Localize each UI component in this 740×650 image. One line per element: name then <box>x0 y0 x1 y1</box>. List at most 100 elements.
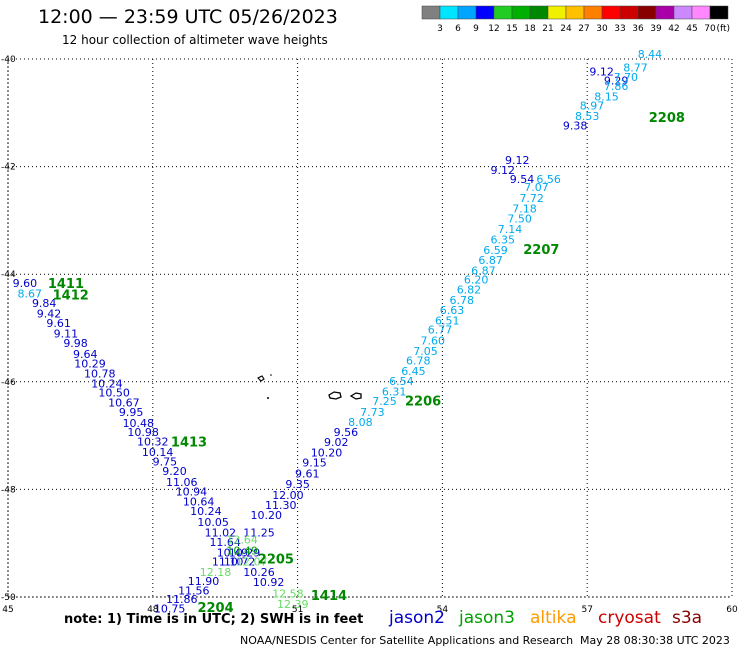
color-scale-legend: 3 6 9 12 15 18 21 24 27 30 33 36 39 42 45 70 (ft) <box>421 5 730 34</box>
wave-height-value: 9.29 <box>604 75 629 88</box>
wave-height-value: 10.49 <box>217 546 249 559</box>
colorbar-swatch <box>619 5 639 20</box>
colorbar-label: 6 <box>455 24 461 34</box>
legend-jason2: jason2 <box>389 608 445 628</box>
wave-height-value: 10.24 <box>190 505 222 518</box>
wave-height-value: 11.25 <box>243 527 275 540</box>
wave-height-value: 9.02 <box>324 436 349 449</box>
colorbar-label: 30 <box>596 24 608 34</box>
lon-tick-label: 45 <box>2 605 13 615</box>
wave-height-value: 8.44 <box>638 48 663 61</box>
lon-tick-label: 51 <box>292 605 303 615</box>
wave-height-value: 9.12 <box>505 154 530 167</box>
wave-height-value: 7.05 <box>413 345 438 358</box>
colorbar-swatch <box>529 5 549 20</box>
wave-height-value: 9.35 <box>285 478 310 491</box>
pass-time-label: 2207 <box>523 243 559 258</box>
wave-height-value: 10.48 <box>123 417 155 430</box>
island-shape <box>328 391 342 400</box>
pass-time-label: 2204 <box>197 601 233 616</box>
colorbar-swatch <box>493 5 513 20</box>
wave-height-value: 10.26 <box>243 566 275 579</box>
map-grid <box>7 58 733 598</box>
pass-time-label: 1414 <box>311 589 347 604</box>
colorbar-swatch <box>691 5 711 20</box>
colorbar-swatch <box>601 5 621 20</box>
wave-height-value: 7.18 <box>512 203 537 216</box>
wave-height-value: 10.92 <box>253 576 285 589</box>
legend-altika: altika <box>530 608 577 628</box>
wave-height-value: 6.54 <box>389 375 414 388</box>
wave-height-value: 10.94 <box>176 486 208 499</box>
wave-height-value: 10.20 <box>250 509 282 522</box>
colorbar-label: 18 <box>524 24 536 34</box>
colorbar-swatch <box>547 5 567 20</box>
altimeter-tracks: 9.609.849.429.619.119.989.6410.2910.7810… <box>13 48 663 615</box>
wave-height-value: 10.98 <box>127 426 159 439</box>
map-frame <box>7 58 733 598</box>
map-border <box>7 58 733 598</box>
wave-height-value: 6.87 <box>478 254 503 267</box>
colorbar-label: 9 <box>473 24 479 34</box>
wave-height-value: 12.07 <box>236 556 268 569</box>
wave-height-value: 9.56 <box>334 426 359 439</box>
wave-height-value: 9.98 <box>63 337 88 350</box>
wave-height-value: 6.77 <box>428 324 453 337</box>
wave-height-value: 6.63 <box>440 304 465 317</box>
colorbar-label: 3 <box>437 24 443 34</box>
wave-height-value: 7.70 <box>614 71 639 84</box>
colorbar-swatch <box>565 5 585 20</box>
wave-height-value: 9.54 <box>510 173 535 186</box>
colorbar-swatch <box>421 5 441 20</box>
wave-height-value: 10.29 <box>74 358 106 371</box>
lon-tick-label: 48 <box>147 605 159 615</box>
wave-height-value: 8.15 <box>594 91 619 104</box>
colorbar-swatch <box>637 5 657 20</box>
wave-height-value: 9.95 <box>119 406 144 419</box>
wave-height-value: 10.20 <box>311 446 343 459</box>
credit-text: NOAA/NESDIS Center for Satellite Applica… <box>240 634 574 647</box>
wave-height-value: 11.30 <box>265 499 297 512</box>
wave-height-value: 6.20 <box>464 274 489 287</box>
wave-height-value: 11.02 <box>205 527 237 540</box>
colorbar-label: 27 <box>578 24 589 34</box>
wave-height-value: 9.61 <box>46 317 71 330</box>
pass-time-label: 1412 <box>53 289 89 304</box>
legend-jason3: jason3 <box>459 608 515 628</box>
wave-height-value: 6.78 <box>406 354 431 367</box>
wave-height-value: 7.50 <box>507 212 532 225</box>
wave-height-value: 9.84 <box>32 297 57 310</box>
wave-height-value: 9.64 <box>73 348 98 361</box>
lat-tick-label: -48 <box>1 485 16 495</box>
wave-height-value: 6.35 <box>490 233 515 246</box>
wave-height-value: 9.11 <box>54 327 79 340</box>
wave-height-value: 7.73 <box>360 406 385 419</box>
island-shape <box>270 374 272 376</box>
island-shape <box>349 392 362 400</box>
wave-height-value: 12.64 <box>226 534 258 547</box>
wave-height-value: 10.49 <box>226 544 258 557</box>
wave-height-value: 7.14 <box>498 223 523 236</box>
colorbar-swatch <box>709 5 729 20</box>
wave-height-value: 6.87 <box>471 265 496 278</box>
wave-height-value: 8.67 <box>17 288 42 301</box>
island-shape <box>267 397 269 399</box>
colorbar-label: 45 <box>686 24 697 34</box>
wave-height-value: 9.38 <box>563 119 588 132</box>
wave-height-value: 6.45 <box>401 365 426 378</box>
wave-height-value: 10.14 <box>142 446 174 459</box>
wave-height-value: 10.32 <box>137 436 169 449</box>
island-shape <box>257 375 265 382</box>
wave-height-value: 9.75 <box>153 456 178 469</box>
wave-height-value: 11.06 <box>166 476 198 489</box>
pass-time-label: 2205 <box>258 552 294 567</box>
wave-height-value: 9.60 <box>13 277 38 290</box>
island-outlines <box>257 374 362 400</box>
colorbar-label: 36 <box>632 24 644 34</box>
lon-tick-label: 54 <box>437 605 449 615</box>
colorbar-label: 15 <box>506 24 517 34</box>
wave-height-value: 9.61 <box>295 467 320 480</box>
axis-tick-labels: 45 48 51 54 57 60 -40 -42 -44 -46 -48 -50 <box>1 55 738 615</box>
wave-height-value: 7.86 <box>604 80 629 93</box>
lat-tick-label: -46 <box>1 378 16 388</box>
